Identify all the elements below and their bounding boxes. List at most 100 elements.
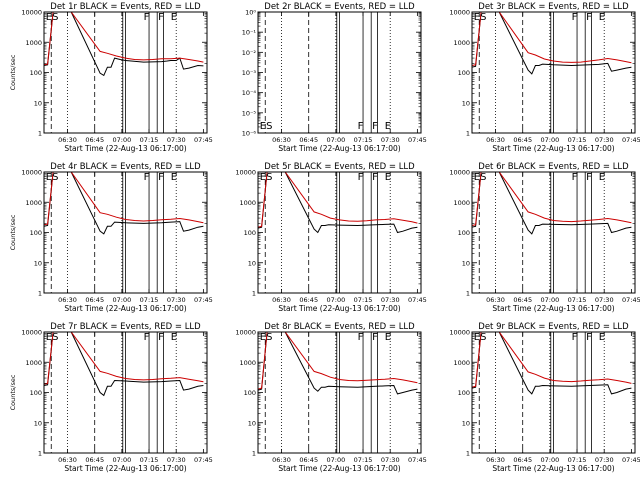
x-tick-label: 06:30 [272,296,291,304]
x-tick-label: 07:45 [622,296,640,304]
event-marker-label: F [144,332,150,343]
x-tick-label: 06:30 [272,456,291,464]
x-tick-label: 07:30 [167,456,186,464]
x-tick-label: 06:30 [58,456,77,464]
y-tick-label: 10000 [449,9,470,17]
series-group [472,332,632,395]
x-tick-label: 06:30 [486,456,505,464]
y-tick-label: 1000 [453,39,470,47]
series-group [44,332,204,397]
x-tick-label: 07:15 [568,136,587,144]
y-tick-label: 100 [458,69,470,77]
panel-det-8: Det 8r BLACK = Events, RED = LLD 1 10 100 10… [235,322,426,473]
event-marker-label: E [171,172,177,183]
x-tick-label: 07:00 [327,456,346,464]
event-marker-label: ES [46,332,59,343]
y-tick-label: 1 [252,290,256,298]
event-marker-label: ES [260,332,273,343]
x-tick-label: 07:00 [327,136,346,144]
x-tick-label: 06:45 [513,296,532,304]
y-tick-label: 10 [34,99,42,107]
events-series-line [472,172,632,235]
x-tick-label: 07:45 [408,456,427,464]
event-marker-label: E [385,121,391,132]
panel-det-4: Det 4r BLACK = Events, RED = LLD 1 10 100 10… [9,162,213,313]
event-marker-label: ES [46,172,59,183]
panel-det-6: Det 6r BLACK = Events, RED = LLD 1 10 100 10… [449,162,640,313]
y-tick-label: 10000 [235,169,256,177]
lld-series-line [472,332,632,388]
x-axis-title: Start Time (22-Aug-13 06:17:00) [64,304,186,313]
y-axis-title: Counts/sec [9,214,17,250]
series-group [258,332,418,395]
event-marker-label: F [372,172,378,183]
lld-series-line [472,12,632,66]
x-tick-label: 06:45 [85,296,104,304]
y-tick-label: 10 [462,419,470,427]
x-tick-label: 07:45 [622,136,640,144]
y-tick-label: 10⁻⁴ [242,89,257,97]
x-tick-label: 07:30 [167,136,186,144]
event-marker-label: F [358,121,364,132]
panel-title: Det 6r BLACK = Events, RED = LLD [478,162,629,172]
lld-series-line [258,172,418,228]
y-tick-label: 100 [30,69,42,77]
event-marker-label: F [358,172,364,183]
x-tick-label: 07:00 [113,456,132,464]
x-tick-label: 06:30 [58,296,77,304]
x-tick-label: 07:45 [194,296,213,304]
event-marker-label: F [586,172,592,183]
panel-title: Det 8r BLACK = Events, RED = LLD [264,322,415,332]
event-marker-label: F [358,332,364,343]
y-tick-label: 10⁻³ [242,69,257,77]
events-series-line [258,332,418,395]
lld-series-line [472,172,632,226]
x-tick-label: 06:45 [513,456,532,464]
x-tick-label: 07:00 [327,296,346,304]
y-tick-label: 1000 [453,199,470,207]
events-series-line [258,172,418,234]
event-marker-label: ES [260,121,273,132]
event-marker-label: E [599,172,605,183]
event-marker-label: F [144,172,150,183]
y-axis-title: Counts/sec [9,54,17,90]
event-marker-label: ES [474,172,487,183]
event-marker-label: E [599,12,605,23]
y-tick-label: 1 [38,130,42,138]
y-tick-label: 10000 [449,169,470,177]
x-tick-label: 06:45 [513,136,532,144]
x-tick-label: 06:30 [486,136,505,144]
x-tick-label: 07:00 [541,296,560,304]
y-tick-label: 10⁻⁵ [242,109,257,117]
y-tick-label: 10000 [235,329,256,337]
x-tick-label: 07:15 [140,296,159,304]
event-marker-label: E [385,172,391,183]
x-tick-label: 07:00 [541,136,560,144]
event-marker-label: F [372,332,378,343]
panel-title: Det 2r BLACK = Events, RED = LLD [264,2,415,12]
y-tick-label: 100 [30,389,42,397]
x-tick-label: 06:30 [58,136,77,144]
x-tick-label: 07:30 [595,456,614,464]
event-marker-label: F [572,12,578,23]
panel-title: Det 3r BLACK = Events, RED = LLD [478,2,629,12]
x-tick-label: 06:45 [299,456,318,464]
x-axis-title: Start Time (22-Aug-13 06:17:00) [64,464,186,473]
y-tick-label: 100 [458,229,470,237]
x-axis-title: Start Time (22-Aug-13 06:17:00) [492,464,614,473]
event-marker-label: F [158,12,164,23]
series-group [44,12,204,77]
x-tick-label: 07:45 [194,136,213,144]
x-tick-label: 06:30 [272,136,291,144]
y-tick-label: 100 [30,229,42,237]
panel-det-9: Det 9r BLACK = Events, RED = LLD 1 10 100 10… [449,322,640,473]
y-tick-label: 10 [248,419,256,427]
panel-title: Det 4r BLACK = Events, RED = LLD [50,162,201,172]
y-tick-label: 10⁰ [245,9,256,17]
series-group [472,172,632,235]
x-tick-label: 07:45 [408,136,427,144]
x-axis-title: Start Time (22-Aug-13 06:17:00) [492,304,614,313]
panel-title: Det 5r BLACK = Events, RED = LLD [264,162,415,172]
y-tick-label: 10000 [21,9,42,17]
x-axis-title: Start Time (22-Aug-13 06:17:00) [492,144,614,153]
